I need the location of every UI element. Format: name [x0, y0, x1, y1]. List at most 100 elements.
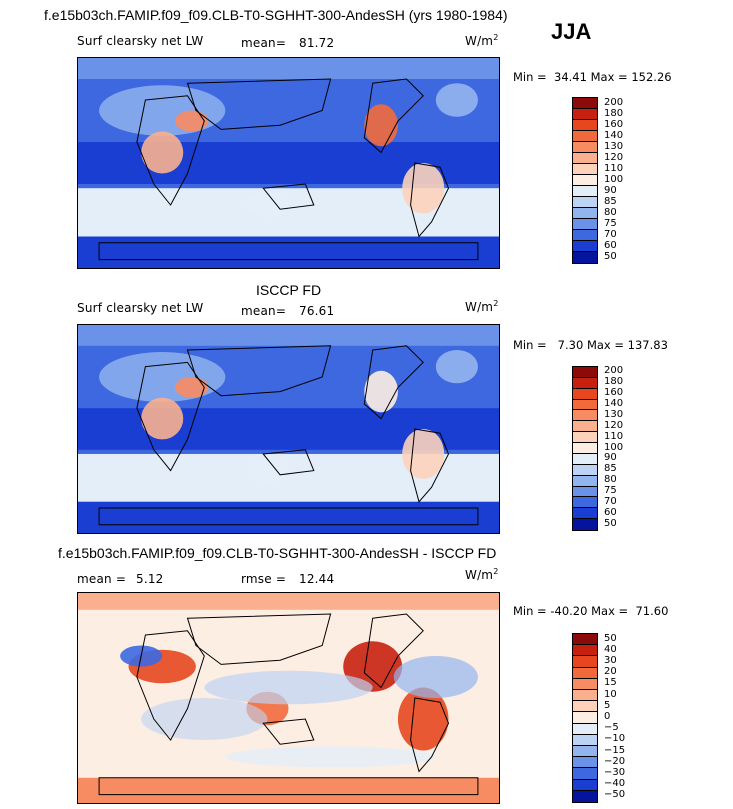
colorbar-tick-label: 60: [604, 239, 617, 251]
colorbar-tick-label: 90: [604, 184, 617, 196]
colorbar-tick-label: −40: [604, 778, 626, 790]
colorbar-tick-label: 180: [604, 376, 624, 388]
field-region: [402, 163, 445, 214]
field-region: [435, 83, 478, 117]
colorbar-tick-label: 75: [604, 484, 617, 496]
panel2-map: [77, 324, 500, 534]
coastline: [410, 162, 450, 238]
colorbar-swatch: [573, 779, 597, 791]
colorbar-swatch: [573, 712, 597, 724]
colorbar-tick-label: 140: [604, 398, 624, 410]
field-region: [435, 349, 478, 384]
panel3-colorbar: [572, 633, 598, 803]
colorbar-tick-label: 85: [604, 195, 617, 207]
colorbar-swatch: [573, 667, 597, 679]
colorbar-tick-label: 20: [604, 666, 617, 678]
colorbar-swatch: [573, 197, 597, 208]
panel2-variable: Surf clearsky net LW: [77, 301, 204, 315]
colorbar-swatch: [573, 410, 597, 422]
colorbar-swatch: [573, 768, 597, 780]
colorbar-swatch: [573, 153, 597, 164]
field-region: [174, 377, 209, 398]
field-region: [141, 698, 268, 740]
colorbar-swatch: [573, 453, 597, 465]
colorbar-tick-label: 10: [604, 688, 617, 700]
panel1-title: f.e15b03ch.FAMIP.f09_f09.CLB-T0-SGHHT-30…: [44, 7, 508, 23]
panel3-title: f.e15b03ch.FAMIP.f09_f09.CLB-T0-SGHHT-30…: [58, 545, 497, 561]
colorbar-swatch: [573, 645, 597, 657]
colorbar-tick-label: 15: [604, 677, 617, 689]
panel2-units: W/m2: [465, 299, 499, 314]
colorbar-tick-label: 50: [604, 517, 617, 529]
field-band: [78, 58, 499, 79]
colorbar-swatch: [573, 634, 597, 646]
field-region: [246, 192, 289, 218]
panel3-rmse-label: rmse =: [241, 572, 287, 586]
coastline: [410, 697, 450, 773]
colorbar-swatch: [573, 377, 597, 389]
colorbar-tick-label: 110: [604, 162, 624, 174]
colorbar-tick-label: 160: [604, 387, 624, 399]
colorbar-swatch: [573, 131, 597, 142]
colorbar-tick-label: 130: [604, 408, 624, 420]
panel3-mean-label: mean =: [77, 572, 127, 586]
colorbar-tick-label: 120: [604, 419, 624, 431]
panel3-rmse-value: 12.44: [299, 572, 335, 586]
coastline: [98, 242, 479, 261]
colorbar-swatch: [573, 164, 597, 175]
colorbar-swatch: [573, 219, 597, 230]
colorbar-swatch: [573, 142, 597, 153]
field-band: [78, 325, 499, 346]
coastline: [186, 345, 332, 397]
map-field: [78, 325, 499, 533]
panel2-title: ISCCP FD: [256, 282, 322, 298]
colorbar-tick-label: −10: [604, 733, 626, 745]
field-region: [402, 429, 445, 479]
coastline: [136, 361, 205, 472]
panel3-map: [77, 592, 500, 804]
coastline: [186, 78, 332, 130]
panel2-colorbar: [572, 366, 598, 531]
colorbar-tick-label: 70: [604, 228, 617, 240]
colorbar-swatch: [573, 690, 597, 702]
colorbar-tick-label: −30: [604, 767, 626, 778]
colorbar-tick-label: 130: [604, 140, 624, 152]
colorbar-tick-label: 80: [604, 206, 617, 218]
colorbar-swatch: [573, 252, 597, 263]
panel2-mean-label: mean=: [241, 304, 287, 318]
colorbar-swatch: [573, 757, 597, 769]
colorbar-swatch: [573, 443, 597, 454]
coastline: [262, 718, 315, 745]
colorbar-tick-label: 0: [604, 711, 611, 722]
colorbar-tick-label: 160: [604, 118, 624, 130]
field-region: [141, 131, 184, 174]
field-region: [393, 656, 478, 698]
field-region: [364, 370, 398, 413]
colorbar-swatch: [573, 230, 597, 241]
panel1-map: [77, 57, 500, 269]
colorbar-tick-label: −5: [604, 722, 619, 734]
field-region: [174, 110, 209, 132]
colorbar-swatch: [573, 519, 597, 530]
colorbar-tick-label: 85: [604, 463, 617, 475]
colorbar-swatch: [573, 734, 597, 746]
colorbar-swatch: [573, 678, 597, 690]
colorbar-tick-label: 180: [604, 107, 624, 119]
panel2-mean-value: 76.61: [299, 304, 335, 318]
field-region: [397, 687, 449, 751]
colorbar-swatch: [573, 486, 597, 498]
field-band: [78, 501, 499, 533]
coastline: [410, 428, 450, 503]
panel1-minmax: Min = 34.41 Max = 152.26: [513, 70, 672, 84]
colorbar-tick-label: 50: [604, 250, 617, 262]
field-band: [78, 593, 499, 610]
colorbar-tick-label: −20: [604, 755, 626, 767]
panel3-units: W/m2: [465, 567, 499, 582]
field-region: [246, 458, 289, 484]
colorbar-swatch: [573, 464, 597, 476]
colorbar-tick-label: 200: [604, 365, 624, 377]
colorbar-tick-label: 90: [604, 452, 617, 464]
colorbar-tick-label: 75: [604, 217, 617, 229]
panel1-variable: Surf clearsky net LW: [77, 34, 204, 48]
colorbar-tick-label: −50: [604, 789, 626, 801]
